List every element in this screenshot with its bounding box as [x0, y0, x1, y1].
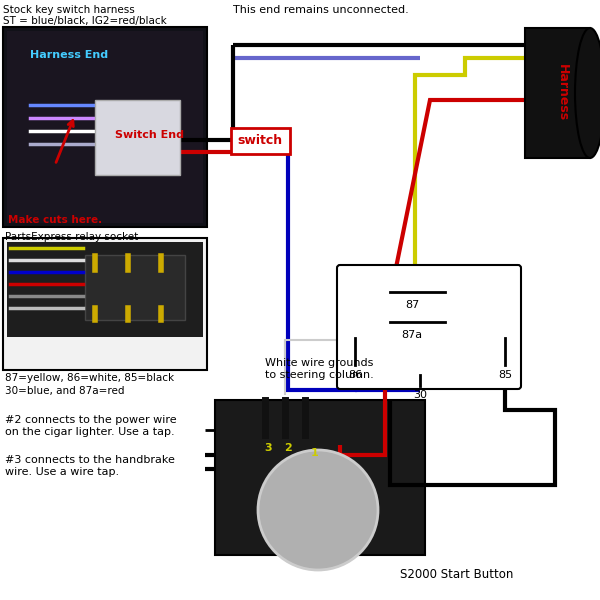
Text: S2000 Start Button: S2000 Start Button — [400, 568, 514, 581]
Bar — [85, 255, 185, 320]
Bar — [525, 28, 590, 158]
Text: 87: 87 — [405, 300, 419, 310]
Text: 86: 86 — [348, 370, 362, 380]
Text: 3: 3 — [264, 443, 272, 453]
Bar — [215, 400, 425, 555]
Ellipse shape — [575, 28, 600, 158]
Text: #2 connects to the power wire: #2 connects to the power wire — [5, 415, 176, 425]
Text: 87a: 87a — [401, 330, 422, 340]
Bar — [3, 238, 207, 370]
Text: wire. Use a wire tap.: wire. Use a wire tap. — [5, 467, 119, 477]
FancyBboxPatch shape — [231, 128, 290, 154]
Bar — [7, 242, 203, 337]
Text: Harness End: Harness End — [30, 50, 108, 60]
Circle shape — [258, 450, 378, 570]
Bar — [3, 27, 207, 227]
Text: switch: switch — [238, 134, 283, 148]
Text: 87=yellow, 86=white, 85=black: 87=yellow, 86=white, 85=black — [5, 373, 174, 383]
Text: 1: 1 — [311, 448, 319, 458]
Text: to steering column.: to steering column. — [265, 370, 374, 380]
Text: Stock key switch harness: Stock key switch harness — [3, 5, 135, 15]
Text: 2: 2 — [284, 443, 292, 453]
Text: on the cigar lighter. Use a tap.: on the cigar lighter. Use a tap. — [5, 427, 175, 437]
Text: Harness: Harness — [556, 64, 569, 122]
Text: #3 connects to the handbrake: #3 connects to the handbrake — [5, 455, 175, 465]
Bar — [95, 100, 180, 175]
Text: 30: 30 — [413, 390, 427, 400]
Bar — [7, 31, 203, 223]
Text: PartsExpress relay socket: PartsExpress relay socket — [5, 232, 138, 242]
FancyBboxPatch shape — [337, 265, 521, 389]
Text: Make cuts here.: Make cuts here. — [8, 215, 102, 225]
Text: Switch End: Switch End — [115, 130, 184, 140]
Text: 85: 85 — [498, 370, 512, 380]
Text: ST = blue/black, IG2=red/black: ST = blue/black, IG2=red/black — [3, 16, 167, 26]
Text: 30=blue, and 87a=red: 30=blue, and 87a=red — [5, 386, 125, 396]
Text: This end remains unconnected.: This end remains unconnected. — [233, 5, 409, 15]
Text: White wire grounds: White wire grounds — [265, 358, 373, 368]
